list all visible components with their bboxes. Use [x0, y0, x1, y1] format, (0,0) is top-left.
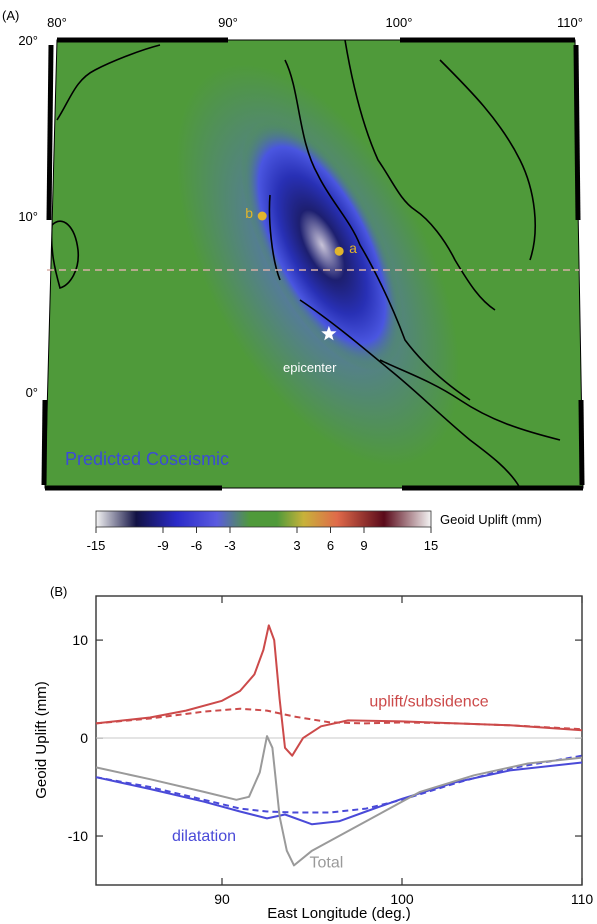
series-line-3: [95, 754, 583, 814]
panel-a-label: (A): [2, 8, 19, 23]
colorbar-tick-label: -3: [224, 538, 236, 553]
series-group: [95, 624, 583, 867]
x-axis-label: East Longitude (deg.): [267, 905, 410, 922]
point-b-marker: [257, 211, 267, 221]
colorbar-tick-label: -15: [87, 538, 106, 553]
annotation-label: dilatation: [172, 828, 236, 845]
epicenter-star: [321, 325, 337, 341]
lat-tick-10: 10°: [18, 209, 38, 224]
coastlines: [50, 40, 561, 488]
colorbar-tick-label: -6: [191, 538, 203, 553]
x-tick-label: 100: [390, 891, 414, 907]
latitude-tick-labels: 20° 10° 0°: [18, 33, 38, 400]
coseismic-anomaly: [240, 119, 404, 371]
colorbar-title: Geoid Uplift (mm): [440, 512, 542, 527]
panel-b-label: (B): [50, 584, 67, 599]
colorbar-tick-label: 6: [327, 538, 334, 553]
y-tick-label: -10: [68, 828, 88, 844]
y-axis-label: Geoid Uplift (mm): [33, 681, 50, 799]
epicenter-label: epicenter: [283, 360, 337, 375]
annotations: uplift/subsidence dilatation Total: [172, 694, 489, 872]
lon-tick-80: 80°: [47, 15, 67, 30]
series-line-0: [95, 624, 583, 757]
colorbar-tick-label: 9: [360, 538, 367, 553]
x-tick-label: 110: [571, 891, 594, 907]
colorbar-tick-label: 3: [293, 538, 300, 553]
chart-panel: (B) 90 100 110 -10 0 10 uplift/subsidence dila…: [33, 584, 593, 922]
colorbar-ticks: -15 -9 -6 -3 3 6 9 15: [87, 527, 438, 553]
point-a-marker: [334, 246, 344, 256]
series-line-4: [95, 735, 583, 867]
plot-frame: [95, 595, 583, 886]
series-line-2: [95, 761, 583, 826]
colorbar: Geoid Uplift (mm) -15 -9 -6 -3 3 6 9 15: [87, 510, 542, 553]
lat-tick-20: 20°: [18, 33, 38, 48]
y-tick-label: 0: [80, 730, 88, 746]
map-points: ba: [245, 205, 357, 341]
map-panel: (A) 80° 90° 100° 110° 20°10°0° ba epicenter…: [2, 8, 585, 491]
lat-tick-0: 0°: [26, 385, 38, 400]
map-frame-ticks: [41, 37, 585, 491]
y-tick-label: 10: [72, 632, 88, 648]
lon-tick-90: 90°: [218, 15, 238, 30]
predicted-coseismic-label: Predicted Coseismic: [65, 449, 229, 469]
longitude-tick-labels: 80° 90° 100° 110°: [47, 15, 583, 30]
annotation-label: uplift/subsidence: [369, 694, 488, 711]
colorbar-gradient: [95, 510, 432, 528]
x-tick-label: 90: [214, 891, 230, 907]
point-b-label: b: [245, 205, 253, 221]
colorbar-tick-label: 15: [424, 538, 438, 553]
axis-ticks: 90 100 110 -10 0 10: [68, 596, 594, 907]
annotation-label: Total: [310, 854, 344, 871]
point-a-label: a: [349, 240, 357, 256]
lon-tick-100: 100°: [386, 15, 413, 30]
series-line-1: [95, 707, 583, 731]
lon-tick-110: 110°: [557, 15, 583, 30]
colorbar-tick-label: -9: [157, 538, 169, 553]
